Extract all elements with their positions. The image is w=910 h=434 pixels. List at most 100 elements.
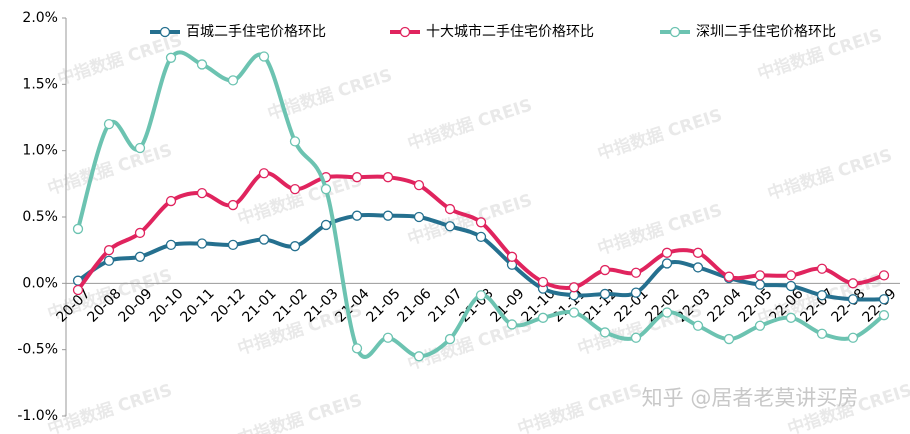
legend-marker xyxy=(669,26,681,38)
point xyxy=(878,270,890,281)
legend-label: 百城二手住宅价格环比 xyxy=(186,24,326,40)
point xyxy=(258,51,270,62)
watermark: 中指数据 CREIS xyxy=(515,380,645,434)
point xyxy=(196,187,208,199)
point xyxy=(816,263,828,274)
point xyxy=(196,238,208,249)
point xyxy=(382,332,394,343)
point xyxy=(506,251,518,262)
legend-label: 十大城市二手住宅价格环比 xyxy=(426,23,594,40)
point xyxy=(754,270,766,281)
point xyxy=(227,75,239,86)
point xyxy=(847,294,859,305)
point xyxy=(692,262,704,273)
point xyxy=(630,267,642,278)
y-tick-label: 1.0% xyxy=(22,143,58,159)
point xyxy=(289,136,301,147)
x-tick-label: 22-04 xyxy=(705,286,745,326)
point xyxy=(692,320,704,331)
watermark: 中指数据 CREIS xyxy=(55,30,185,90)
legend-label: 深圳二手住宅价格环比 xyxy=(696,24,836,40)
point xyxy=(475,231,487,243)
point xyxy=(165,52,177,63)
point xyxy=(506,319,518,330)
x-tick-label: 20-10 xyxy=(147,286,187,326)
point xyxy=(661,307,673,318)
point xyxy=(785,312,797,323)
point xyxy=(816,290,828,301)
point xyxy=(351,210,363,221)
point xyxy=(258,234,270,245)
point xyxy=(72,284,84,296)
point xyxy=(351,343,363,354)
point xyxy=(475,217,487,228)
y-tick-label: 0.5% xyxy=(22,209,58,225)
point xyxy=(134,142,146,154)
x-tick-label: 21-06 xyxy=(395,286,435,326)
point xyxy=(692,247,704,258)
watermark: 中指数据 CREIS xyxy=(765,145,895,205)
point xyxy=(785,270,797,281)
point xyxy=(816,328,828,339)
point xyxy=(258,168,270,179)
watermarks: 中指数据 CREIS 中指数据 CREIS 中指数据 CREIS 中指数据 CREIS… xyxy=(45,25,910,434)
watermark: 中指数据 CREIS xyxy=(45,140,175,200)
point xyxy=(878,310,890,321)
point xyxy=(599,327,611,338)
point xyxy=(444,333,456,345)
point xyxy=(103,118,115,130)
point xyxy=(134,251,146,262)
x-tick-label: 21-01 xyxy=(240,286,280,326)
watermark: 中指数据 CREIS xyxy=(595,200,725,260)
point xyxy=(165,195,177,207)
point xyxy=(289,183,301,195)
x-tick-label: 20-11 xyxy=(178,286,218,326)
point xyxy=(661,247,673,258)
point xyxy=(382,210,394,221)
credit: 知乎 @居者老莫讲买房 xyxy=(642,386,859,410)
point xyxy=(196,59,208,70)
point xyxy=(103,255,115,266)
y-tick-label: -1.0% xyxy=(17,408,58,424)
watermark: 中指数据 CREIS xyxy=(235,390,365,434)
point xyxy=(630,287,642,298)
point xyxy=(320,219,332,231)
point xyxy=(413,180,425,191)
legend-marker xyxy=(159,26,171,38)
x-tick-label: 21-07 xyxy=(426,286,466,326)
point xyxy=(754,320,766,331)
point xyxy=(754,279,766,290)
point xyxy=(227,199,239,211)
point xyxy=(599,288,611,300)
watermark: 中指数据 CREIS xyxy=(595,105,725,165)
legend-marker xyxy=(399,26,411,38)
point xyxy=(351,172,363,183)
point xyxy=(382,172,394,183)
point xyxy=(847,278,859,289)
watermark: 中指数据 CREIS xyxy=(45,380,175,434)
point xyxy=(661,258,673,269)
point xyxy=(599,264,611,276)
point xyxy=(847,332,859,343)
point xyxy=(227,239,239,251)
point xyxy=(413,211,425,223)
point xyxy=(568,282,580,293)
point xyxy=(537,276,549,288)
y-tick-label: 1.5% xyxy=(22,76,58,92)
y-tick-label: -0.5% xyxy=(17,342,58,358)
point xyxy=(444,221,456,232)
point xyxy=(289,241,301,252)
x-tick-label: 21-05 xyxy=(364,286,404,326)
point xyxy=(723,271,735,282)
point xyxy=(475,290,487,301)
watermark: 中指数据 CREIS xyxy=(405,95,535,155)
point xyxy=(785,280,797,292)
point xyxy=(103,245,115,256)
point xyxy=(413,351,425,362)
point xyxy=(165,239,177,251)
point xyxy=(723,333,735,345)
x-tick-label: 20-12 xyxy=(209,286,249,326)
point xyxy=(320,183,332,195)
point xyxy=(72,223,84,235)
point xyxy=(878,294,890,305)
